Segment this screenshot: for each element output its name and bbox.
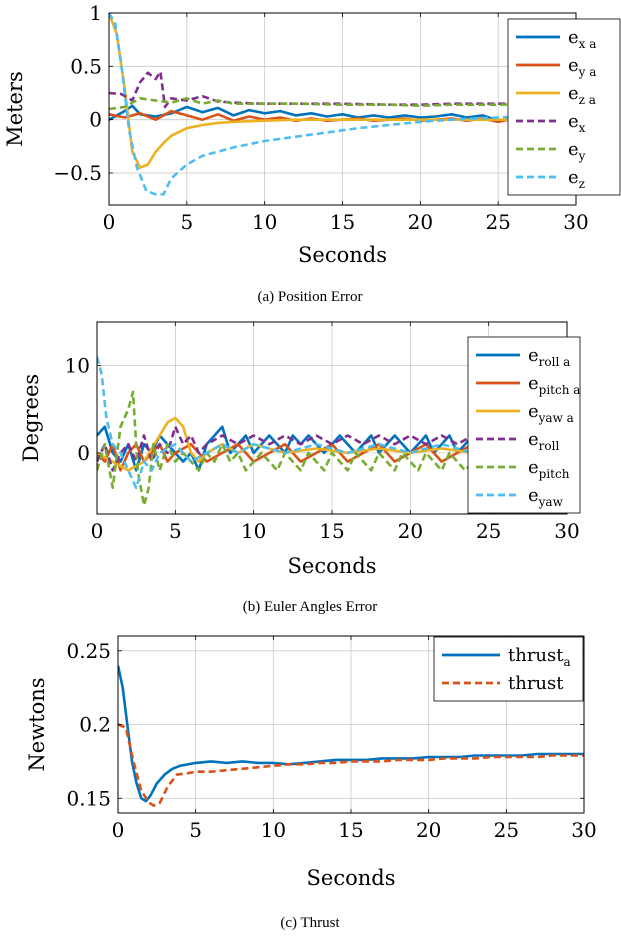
y-tick-label: −0.5 [53,161,102,185]
x-tick-label: 20 [408,210,433,234]
legend-box [507,18,621,196]
x-tick-label: 10 [252,210,277,234]
legend-entry: ey a [568,55,596,79]
legend-entry: ex [568,111,586,135]
x-tick-label: 25 [494,818,519,842]
x-tick-label: 20 [416,818,441,842]
x-tick-label: 10 [241,519,266,543]
y-axis-label: Degrees [19,374,43,462]
legend: ex a ey a ez a ex ey ez [507,18,621,196]
x-tick-label: 5 [180,210,193,234]
chart-caption: (a) Position Error [258,289,363,305]
y-tick-label: 0.25 [66,639,111,663]
legend-entry: eyaw a [528,401,574,425]
series-line-e-z [109,13,576,196]
x-axis-label: Seconds [307,866,396,890]
series-line-e-z-a [109,13,576,169]
y-axis-label: Meters [3,71,27,147]
series-group [118,665,584,807]
x-tick-label: 5 [169,519,182,543]
legend-entry: epitch a [528,373,580,397]
x-axis-label: Seconds [298,243,387,267]
series-line-e-yaw-a [97,416,567,472]
chart-caption: (b) Euler Angles Error [243,599,378,615]
legend: thrusta thrust [433,636,584,702]
legend: eroll a epitch a eyaw a eroll epitch eyaw [467,336,581,514]
x-tick-label: 10 [261,818,286,842]
legend-entry: eroll a [528,345,570,369]
series-line-e-yaw [97,356,567,490]
thrust-chart: 0 5 10 15 20 25 30 0.25 0.2 0.15 Seconds Newtons (c)… [25,635,597,931]
y-tick-label: 0.15 [66,786,111,810]
x-tick-label: 15 [319,519,344,543]
x-tick-label: 25 [485,210,510,234]
series-group [109,13,576,196]
legend-entry: eroll [528,429,559,453]
legend-entry: eyaw [528,485,564,509]
x-tick-label: 30 [571,818,596,842]
euler-angles-error-chart: 0 5 10 15 20 25 30 10 0 Seconds Degrees (b) Euler A… [19,321,581,615]
x-tick-label: 20 [398,519,423,543]
x-tick-label: 0 [91,519,104,543]
series-line-e-y [109,97,576,111]
legend-entry: ez [568,167,585,191]
legend-entry: epitch [528,457,570,481]
legend-entry: ez a [568,83,596,107]
y-tick-label: 0 [89,108,102,132]
x-axis-label: Seconds [288,554,377,578]
y-tick-label: 0.5 [70,54,102,78]
x-tick-label: 0 [112,818,125,842]
x-tick-label: 5 [189,818,202,842]
x-tick-label: 0 [103,210,116,234]
y-tick-label: 0 [77,441,90,465]
x-tick-label: 15 [330,210,355,234]
legend-entry: thrust [508,673,564,694]
legend-entry: thrusta [508,645,571,669]
x-tick-label: 25 [476,519,501,543]
x-tick-label: 15 [338,818,363,842]
series-line-thrust [118,723,584,807]
legend-box [433,636,584,702]
x-tick-label: 30 [563,210,588,234]
y-axis-label: Newtons [25,677,49,771]
legend-box [467,336,581,514]
y-tick-label: 10 [65,354,90,378]
y-tick-label: 1 [89,1,102,25]
x-tick-label: 30 [554,519,579,543]
legend-entry: ex a [568,27,596,51]
chart-caption: (c) Thrust [280,915,340,931]
y-tick-label: 0.2 [79,713,111,737]
legend-entry: ey [568,139,586,163]
position-error-chart: 0 5 10 15 20 25 30 1 0.5 0 −0.5 Seconds Meters (a) Po… [3,1,621,305]
